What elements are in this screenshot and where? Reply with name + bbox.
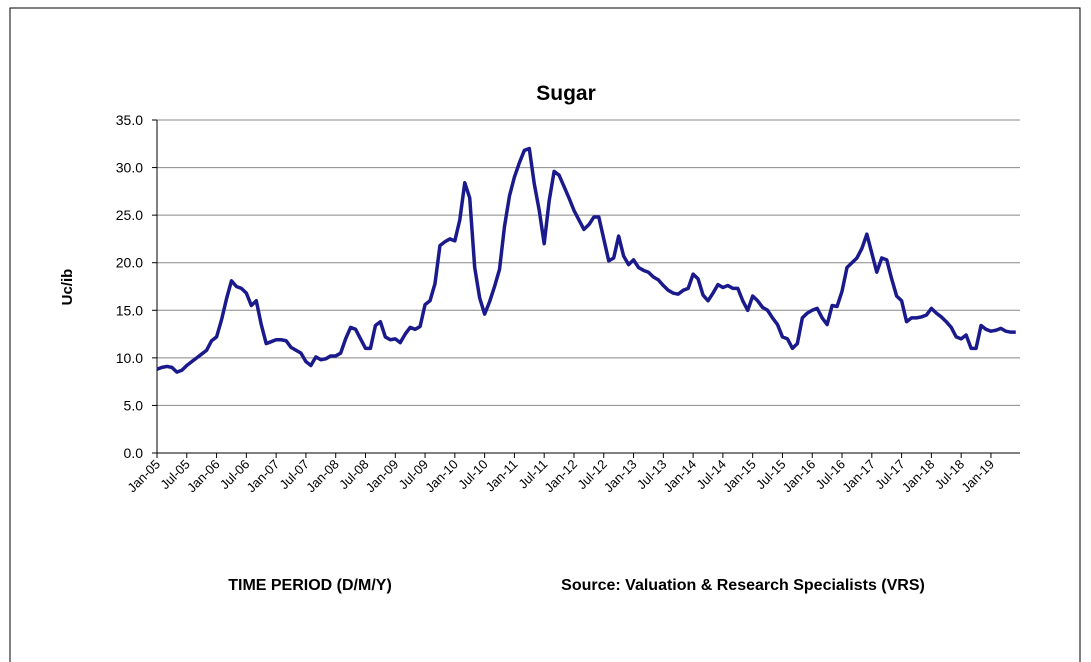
source: Source: Valuation & Research Specialists… <box>561 577 925 594</box>
x-tick-label: Jan-12 <box>541 457 580 496</box>
x-tick-label: Jan-06 <box>184 457 223 496</box>
series-line <box>156 146 1016 374</box>
x-tick-label: Jan-09 <box>363 457 402 496</box>
x-axis-label: TIME PERIOD (D/M/Y) <box>228 577 392 594</box>
x-tick-label: Jan-08 <box>303 457 342 496</box>
x-tick-label: Jan-17 <box>839 457 878 496</box>
x-tick-label: Jan-13 <box>601 457 640 496</box>
x-tick-label: Jan-07 <box>244 457 283 496</box>
chart-title: Sugar <box>536 82 596 105</box>
y-tick-label: 30.0 <box>116 160 143 176</box>
x-tick-label: Jan-15 <box>720 457 759 496</box>
x-tick-label: Jan-10 <box>422 457 461 496</box>
y-tick-label: 25.0 <box>116 207 143 223</box>
frame <box>9 7 1081 662</box>
y-tick-label: 15.0 <box>116 302 143 318</box>
x-tick-label: Jan-19 <box>958 457 997 496</box>
y-tick-label: 20.0 <box>116 255 143 271</box>
x-tick-label: Jan-14 <box>661 457 700 496</box>
x-tick-label: Jan-11 <box>482 457 520 495</box>
x-tick-label: Jan-16 <box>780 457 819 496</box>
y-tick-label: 10.0 <box>116 350 143 366</box>
x-tick-label: Jan-18 <box>899 457 938 496</box>
y-tick-label: 35.0 <box>116 112 143 128</box>
y-tick-label: 0.0 <box>124 445 144 461</box>
y-axis-label: Uc/ib <box>59 269 76 306</box>
y-tick-label: 5.0 <box>124 397 144 413</box>
x-tick-label: Jan-05 <box>124 457 163 496</box>
